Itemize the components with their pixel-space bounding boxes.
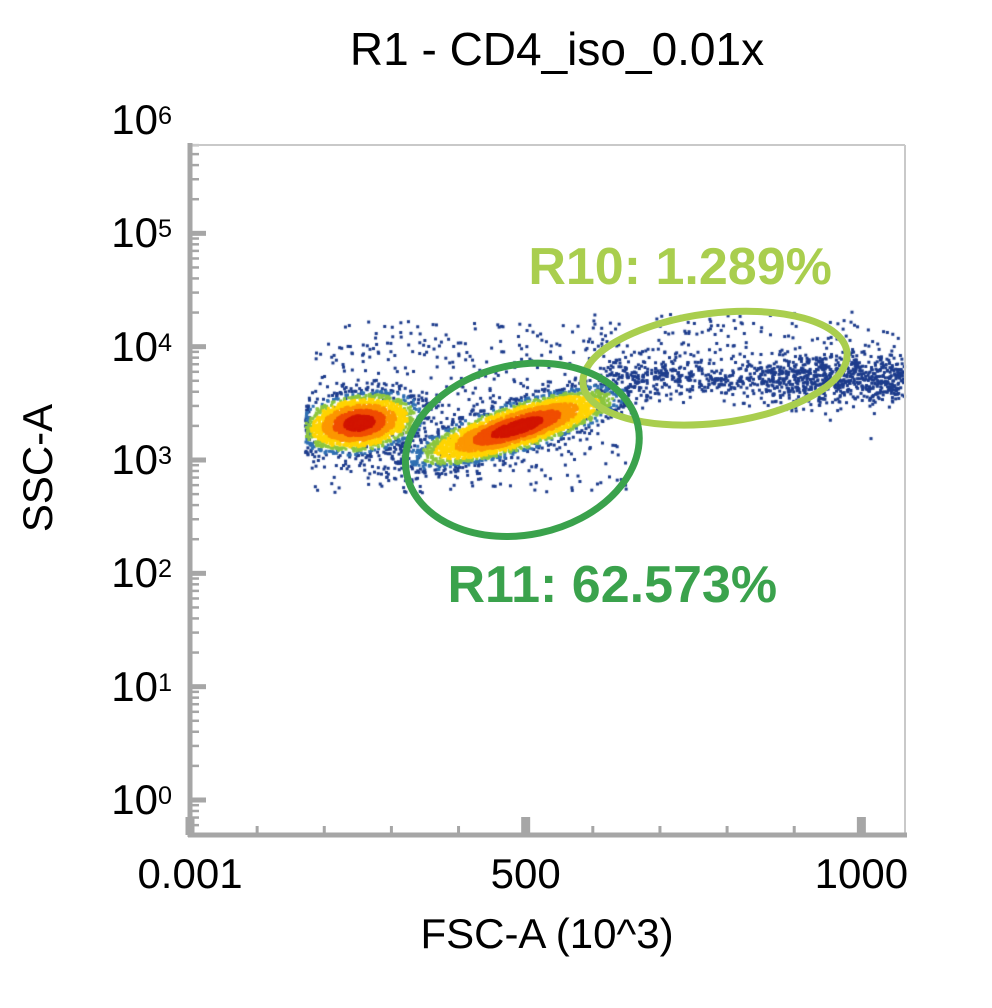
- y-tick-exponent: 0: [157, 781, 172, 810]
- y-tick-exponent: 4: [157, 328, 172, 357]
- y-tick-exponent: 2: [157, 555, 172, 584]
- x-axis-title: FSC-A (10^3): [420, 910, 674, 957]
- y-tick-exponent: 3: [157, 441, 172, 470]
- y-tick-label: 103: [111, 436, 172, 483]
- y-tick-exponent: 1: [157, 668, 172, 697]
- y-tick-exponent: 6: [157, 101, 172, 130]
- y-tick-label: 101: [111, 662, 172, 710]
- x-tick-label: 500: [490, 850, 561, 897]
- y-tick-label: 102: [111, 549, 172, 597]
- gate-label-r10: R10: 1.289%: [528, 238, 832, 297]
- gate-ellipse-r11[interactable]: [389, 342, 655, 557]
- chart-title: R1 - CD4_iso_0.01x: [349, 23, 765, 75]
- y-tick-label: 100: [111, 776, 172, 823]
- y-tick-exponent: 5: [157, 215, 172, 244]
- y-tick-label: 105: [111, 209, 172, 257]
- x-tick-label: 0.001: [137, 850, 243, 897]
- x-tick-label: 1000: [814, 850, 909, 897]
- y-axis-title: SSC-A: [14, 403, 61, 533]
- y-tick-label: 106: [111, 96, 172, 143]
- gate-label-r11: R11: 62.573%: [447, 555, 778, 614]
- y-tick-label: 104: [111, 322, 172, 370]
- gate-ellipse-r10[interactable]: [576, 297, 853, 439]
